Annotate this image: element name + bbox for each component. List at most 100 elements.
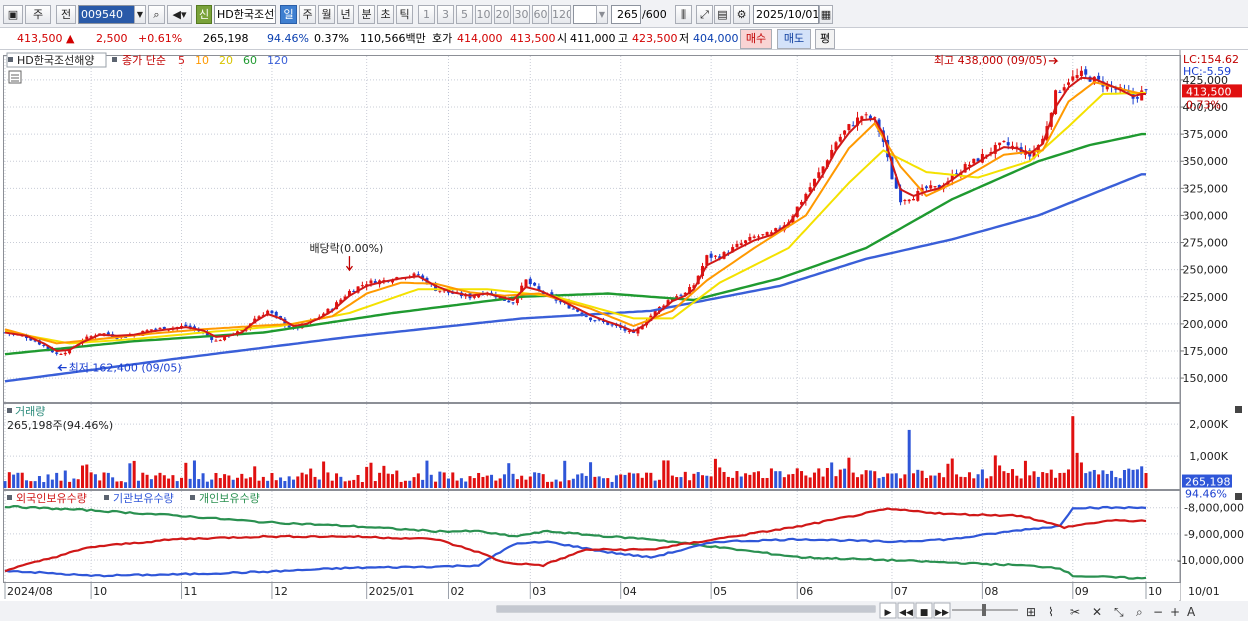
x-axis-label: 08: [984, 585, 998, 598]
new-badge[interactable]: 신: [196, 5, 212, 24]
volume-bar: [929, 475, 933, 488]
volume-bar: [597, 476, 601, 488]
volume-bar: [270, 472, 274, 488]
last-pct-label: 0.73%: [1186, 98, 1221, 111]
volume-bar: [472, 478, 476, 488]
count-input[interactable]: 265: [611, 5, 641, 24]
period-week[interactable]: 주: [299, 5, 316, 24]
period-second[interactable]: 초: [377, 5, 394, 24]
volume-bar: [154, 475, 158, 488]
volume-last-label: 265,198: [1185, 476, 1231, 489]
stock-chart[interactable]: 425,000 400,000 375,000 350,000 325,000 300,0…: [0, 50, 1248, 621]
volume-bar: [800, 471, 804, 488]
candle-body: [274, 311, 278, 316]
interval-10[interactable]: 10: [475, 5, 492, 24]
volume-bar: [847, 457, 851, 488]
volume-bar: [283, 480, 287, 488]
chart-background: [0, 50, 1248, 621]
gear-icon[interactable]: ⚙: [733, 5, 750, 24]
candle-body: [1075, 75, 1079, 78]
grid-toggle-icon[interactable]: [8, 70, 22, 84]
candle-body: [627, 330, 631, 333]
draw-tool-icon[interactable]: ⤢: [696, 5, 713, 24]
candle-body: [735, 243, 739, 248]
quote-bar: 413,500 ▲ 2,500 +0.61% 265,198 94.46% 0.…: [0, 28, 1248, 50]
volume-bar: [528, 476, 532, 488]
candle-body: [158, 327, 162, 329]
volume-bar: [739, 476, 743, 488]
volume-tick-label: 2,000K: [1189, 418, 1228, 431]
volume-bar: [253, 466, 257, 488]
play-icon-button[interactable]: [879, 602, 897, 619]
volume-bar: [830, 462, 834, 488]
interval-120[interactable]: 120: [551, 5, 571, 24]
date-input[interactable]: 2025/10/01: [753, 5, 819, 24]
eval-button[interactable]: 평: [815, 29, 835, 49]
holding-tick-label: -9,000,000: [1184, 528, 1244, 541]
volume-bar: [373, 481, 377, 488]
volume-bar: [184, 462, 188, 488]
volume-bar: [317, 479, 321, 488]
zoom-slider-handle[interactable]: [982, 604, 986, 616]
volume-panel-close-icon[interactable]: [1235, 406, 1242, 413]
sell-button[interactable]: 매도: [777, 29, 811, 49]
candle-body: [868, 115, 872, 119]
volume-bar: [408, 480, 412, 488]
holding-panel-close-icon[interactable]: [1235, 493, 1242, 500]
speaker-icon[interactable]: ◀▾: [167, 5, 192, 24]
candle-body: [507, 300, 511, 303]
prev-button[interactable]: 전: [56, 5, 76, 24]
calendar-icon[interactable]: ▦: [819, 5, 833, 24]
rewind-icon-button[interactable]: [897, 602, 915, 619]
candle-body: [610, 324, 614, 326]
candle-body: [692, 285, 696, 289]
type-select[interactable]: 주: [25, 5, 51, 24]
interval-5[interactable]: 5: [456, 5, 473, 24]
volume-bar: [688, 480, 692, 488]
interval-3[interactable]: 3: [437, 5, 454, 24]
stop-icon-button[interactable]: [915, 602, 933, 619]
interval-dropdown-icon[interactable]: ▼: [596, 5, 608, 24]
ma-legend-prefix: 종가 단순: [122, 54, 166, 67]
stock-name-input[interactable]: HD한국조선해: [214, 5, 276, 24]
buy-button[interactable]: 매수: [740, 29, 772, 49]
volume-bar: [606, 478, 610, 488]
scroll-thumb[interactable]: [497, 606, 875, 612]
save-icon[interactable]: ▤: [714, 5, 731, 24]
interval-20[interactable]: 20: [494, 5, 511, 24]
volume-bar: [339, 476, 343, 488]
interval-1[interactable]: 1: [418, 5, 435, 24]
period-year[interactable]: 년: [337, 5, 354, 24]
volume-value: 265,198: [203, 32, 249, 45]
interval-30[interactable]: 30: [513, 5, 530, 24]
volume-bar: [541, 474, 545, 488]
code-dropdown-icon[interactable]: ▼: [134, 5, 146, 24]
volume-bar: [726, 476, 730, 488]
candle-body: [335, 302, 339, 310]
period-tick[interactable]: 틱: [396, 5, 413, 24]
volume-bar: [326, 472, 330, 488]
candle-body: [748, 236, 752, 241]
candle-icon[interactable]: ⫼: [675, 5, 692, 24]
stock-code-input[interactable]: 009540: [78, 5, 136, 24]
fast-forward-icon-button[interactable]: [933, 602, 951, 619]
volume-bar: [201, 473, 205, 488]
volume-bar: [313, 476, 317, 488]
ma-legend-5: 5: [178, 54, 185, 67]
holding-legend-icon: [190, 495, 195, 500]
fast-forward-icon: ▶▶: [935, 608, 949, 618]
chart-window-icon[interactable]: ▣: [3, 5, 23, 24]
search-icon[interactable]: ⌕: [148, 5, 165, 24]
candle-body: [666, 300, 670, 306]
volume-bar: [12, 474, 16, 488]
volume-bar: [843, 468, 847, 488]
period-month[interactable]: 월: [318, 5, 335, 24]
volume-bar: [1045, 473, 1049, 488]
period-day[interactable]: 일: [280, 5, 297, 24]
volume-bar: [649, 472, 653, 488]
period-minute[interactable]: 분: [358, 5, 375, 24]
interval-60[interactable]: 60: [532, 5, 549, 24]
candle-body: [416, 274, 420, 276]
volume-bar: [554, 479, 558, 488]
holding-legend-individual: 개인보유수량: [199, 492, 260, 505]
